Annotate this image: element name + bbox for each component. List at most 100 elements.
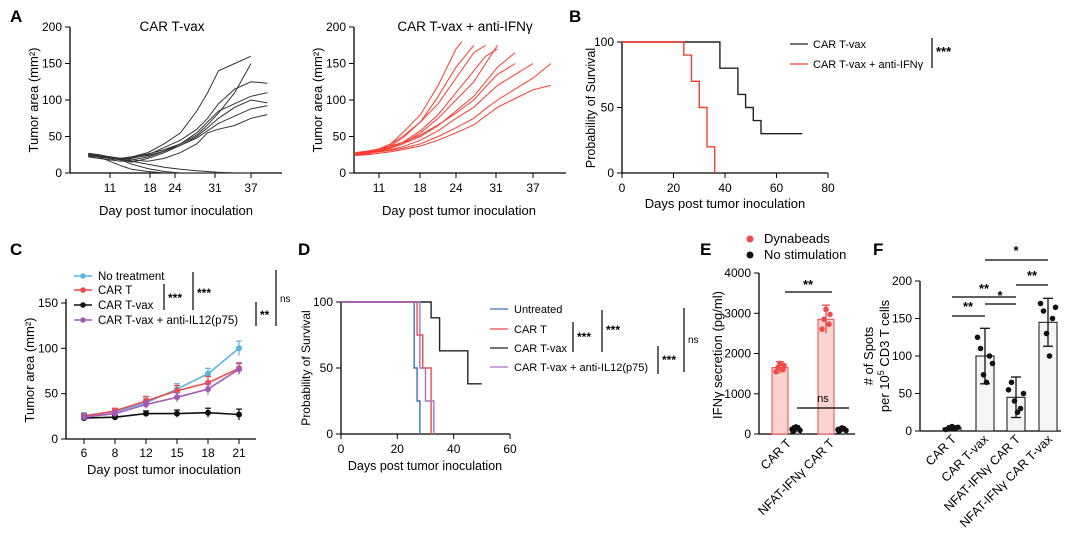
f-ylabel-line1: # of Spots — [861, 326, 876, 385]
c-data-point — [143, 410, 149, 417]
e-ytick-label: 2000 — [724, 347, 751, 361]
f-ytick-label: 150 — [892, 312, 912, 326]
c-xtick-label: 15 — [170, 446, 184, 460]
f-replicate-point — [1049, 315, 1056, 322]
a1-ytick-label: 0 — [55, 166, 62, 180]
c-xlabel: Day post tumor inoculation — [87, 462, 241, 477]
a2-x-ticks: 11 18 24 31 37 — [373, 173, 540, 195]
a2-xlabel: Day post tumor inoculation — [382, 203, 536, 218]
f-replicate-point — [1014, 409, 1021, 416]
d-survival-line-3 — [341, 301, 482, 385]
a1-xtick-label: 37 — [244, 181, 258, 195]
a2-ytick-label: 100 — [326, 93, 346, 107]
c-legend-car-t-vax: CAR T-vax — [98, 300, 154, 312]
f-sig-label-2: ** — [979, 281, 990, 296]
a2-xtick-label: 18 — [413, 181, 427, 195]
c-sig-label-3: ** — [260, 308, 270, 322]
panel-label-b: B — [569, 7, 581, 26]
c-sig-label-4: ns — [280, 294, 291, 305]
f-sig-label-3: ** — [963, 299, 974, 314]
a1-series-line-7 — [88, 114, 268, 162]
f-replicate-point — [955, 424, 961, 431]
a2-series-line-9 — [355, 48, 498, 156]
a1-series-line-2 — [88, 81, 268, 161]
a2-xtick-label: 37 — [526, 181, 540, 195]
c-x-ticks: 6 8 12 15 18 21 — [81, 439, 246, 460]
a1-series-line-4 — [88, 92, 268, 162]
b-xtick-label: 20 — [667, 181, 681, 195]
f-replicate-point — [1040, 308, 1047, 314]
e-ytick-label: 3000 — [724, 306, 751, 320]
c-ytick-label: 100 — [38, 341, 58, 355]
a2-ytick-label: 150 — [326, 57, 346, 71]
e-replicate-point — [821, 316, 827, 323]
b-xtick-label: 40 — [718, 181, 732, 195]
a1-y-ticks: 0 50 100 150 200 — [42, 20, 70, 180]
panel-a1: CAR T-vax 0 50 100 150 200 11 18 24 31 3… — [26, 19, 282, 218]
a2-series-line-10 — [355, 63, 516, 154]
panel-e: Dynabeads No stimulation 0 1000 2000 300… — [710, 231, 855, 518]
f-ylabel-line2-b: CD3 T cells — [877, 299, 892, 370]
f-sig-label-1: * — [1013, 243, 1019, 258]
a2-series-line-5 — [355, 63, 534, 156]
f-ytick-label: 0 — [905, 424, 912, 438]
a1-xtick-label: 24 — [168, 181, 182, 195]
f-replicate-point — [980, 372, 987, 378]
panel-label-f: F — [873, 240, 883, 259]
a2-series-line-4 — [355, 52, 516, 154]
f-replicate-point — [989, 360, 996, 367]
b-y-ticks: 0 50 100 — [594, 35, 622, 180]
e-replicate-point — [777, 360, 783, 367]
c-series — [81, 340, 242, 422]
e-legend-no-stimulation: No stimulation — [764, 247, 846, 262]
c-legend-marker-car-t-vax — [80, 302, 86, 308]
f-replicate-point — [983, 379, 990, 386]
c-ytick-label: 50 — [45, 387, 59, 401]
b-ytick-label: 0 — [607, 166, 614, 180]
a1-ytick-label: 100 — [42, 93, 62, 107]
a2-series — [355, 41, 552, 156]
c-xtick-label: 6 — [81, 446, 88, 460]
a1-ytick-label: 200 — [42, 20, 62, 34]
b-legend-anti-ifng: CAR T-vax + anti-IFNγ — [813, 59, 924, 71]
f-y-ticks: 0 50 100 150 200 — [892, 274, 920, 438]
a2-xtick-label: 31 — [489, 181, 503, 195]
a1-x-ticks: 11 18 24 31 37 — [104, 173, 258, 195]
b-xtick-label: 60 — [770, 181, 784, 195]
d-y-ticks: 0 50 100 — [313, 295, 341, 441]
panel-label-a: A — [10, 7, 22, 26]
a2-ytick-label: 50 — [333, 130, 347, 144]
b-xtick-label: 80 — [821, 181, 835, 195]
c-data-point — [81, 414, 87, 421]
f-series — [942, 297, 1059, 433]
e-y-ticks: 0 1000 2000 3000 4000 — [724, 266, 759, 441]
d-xlabel: Days post tumor inoculation — [348, 459, 502, 473]
a1-series-line-9 — [88, 153, 235, 174]
e-bar-dynabeads — [817, 318, 835, 435]
a2-series-line-6 — [355, 63, 552, 154]
e-replicate-point — [826, 321, 832, 328]
a2-series-line-7 — [355, 84, 551, 156]
d-legend-untreated: Untreated — [514, 304, 562, 316]
f-ylabel-line2: per 105 CD3 T cells — [876, 299, 892, 412]
b-legend-car-t-vax: CAR T-vax — [813, 39, 866, 51]
d-legend-car-t-vax: CAR T-vax — [514, 343, 567, 355]
e-replicate-point — [773, 369, 779, 375]
c-series-line-3 — [83, 411, 240, 419]
a1-xtick-label: 31 — [208, 181, 222, 195]
a2-ytick-label: 200 — [326, 20, 346, 34]
c-data-point — [174, 410, 180, 417]
f-ylabel-line2-sup: 5 — [876, 370, 886, 375]
c-legend-car-t: CAR T — [98, 285, 132, 297]
b-sig-label: *** — [936, 44, 952, 59]
c-sig-label-1: *** — [168, 291, 182, 305]
c-series-line-2 — [83, 367, 240, 418]
f-replicate-point — [1043, 330, 1050, 337]
f-ytick-label: 100 — [892, 349, 912, 363]
d-sig-label-4: ns — [688, 335, 699, 346]
d-survival-line-1 — [341, 301, 421, 434]
a2-xtick-label: 24 — [449, 181, 463, 195]
c-legend-no-treatment: No treatment — [98, 271, 165, 283]
c-xtick-label: 21 — [232, 446, 246, 460]
c-legend-anti-il12: CAR T-vax + anti-IL12(p75) — [98, 315, 238, 327]
